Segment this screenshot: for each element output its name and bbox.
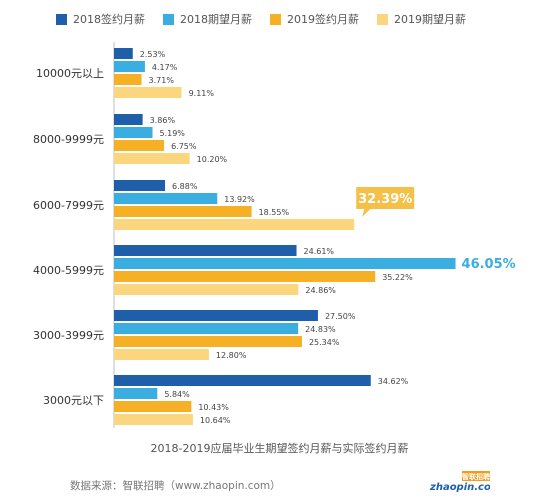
bar — [114, 388, 158, 399]
category-label: 3000-3999元 — [33, 329, 104, 342]
bar — [114, 61, 145, 72]
bar — [114, 349, 209, 360]
value-label: 6.88% — [172, 182, 198, 191]
logo-text: 智联招聘 — [462, 472, 490, 481]
value-label: 3.86% — [150, 116, 176, 125]
value-label: 10.64% — [200, 416, 231, 425]
source-note: 数据来源：智联招聘（www.zhaopin.com） — [70, 480, 281, 492]
legend-swatch — [56, 13, 67, 25]
value-label: 24.61% — [304, 247, 335, 256]
value-label: 2.53% — [140, 50, 166, 59]
bar — [114, 127, 153, 138]
bar — [114, 323, 299, 334]
bar — [114, 414, 193, 425]
legend-swatch — [377, 13, 388, 25]
legend-item: 2018签约月薪 — [56, 11, 145, 27]
value-label: 24.86% — [305, 286, 336, 295]
category-label: 3000元以下 — [43, 394, 104, 407]
value-label: 18.55% — [259, 208, 290, 217]
value-label: 3.71% — [149, 76, 175, 85]
value-label: 10.43% — [198, 403, 229, 412]
value-label: 5.19% — [159, 129, 185, 138]
bar — [114, 219, 355, 230]
callout-bubble — [356, 187, 415, 217]
bar — [114, 180, 166, 191]
value-label: 5.84% — [164, 390, 190, 399]
bar — [114, 206, 252, 217]
bar — [114, 193, 218, 204]
bar — [114, 153, 190, 164]
bar — [114, 140, 165, 151]
legend-item: 2019期望月薪 — [377, 11, 466, 27]
bar — [114, 258, 456, 269]
legend-label: 2018签约月薪 — [73, 13, 145, 26]
bar — [114, 310, 318, 321]
bar — [114, 48, 133, 59]
bar — [114, 245, 297, 256]
bar — [114, 114, 143, 125]
value-label: 12.80% — [216, 351, 247, 360]
zhaopin-logo: 智联招聘 zhaopin.com — [429, 471, 490, 493]
bar — [114, 375, 371, 386]
legend-label: 2019期望月薪 — [394, 13, 466, 26]
bar — [114, 87, 182, 98]
chart-subtitle: 2018-2019应届毕业生期望签约月薪与实际签约月薪 — [150, 442, 409, 455]
legend-label: 2019签约月薪 — [287, 13, 359, 26]
bar — [114, 74, 142, 85]
bar — [114, 271, 376, 282]
category-label: 8000-9999元 — [33, 133, 104, 146]
category-label: 4000-5999元 — [33, 264, 104, 277]
bar — [114, 284, 299, 295]
category-label: 10000元以上 — [36, 67, 104, 80]
logo-subtext: zhaopin.com — [429, 482, 490, 493]
bar — [114, 336, 302, 347]
value-label: 6.75% — [171, 142, 197, 151]
legend-label: 2018期望月薪 — [180, 13, 252, 26]
bar — [114, 401, 192, 412]
value-label: 35.22% — [382, 273, 413, 282]
value-label: 34.62% — [378, 377, 409, 386]
value-label: 13.92% — [224, 195, 255, 204]
legend-item: 2018期望月薪 — [163, 11, 252, 27]
value-label: 10.20% — [197, 155, 228, 164]
value-label: 25.34% — [309, 338, 340, 347]
legend-swatch — [163, 13, 174, 25]
callout-label: 32.39% — [358, 192, 412, 207]
legend-swatch — [270, 13, 281, 25]
value-label: 27.50% — [325, 312, 356, 321]
legend: 2018签约月薪 2018期望月薪 2019签约月薪 2019期望月薪 — [56, 11, 484, 27]
callout-label: 46.05% — [462, 257, 516, 272]
category-label: 6000-7999元 — [33, 199, 104, 212]
value-label: 9.11% — [189, 89, 215, 98]
value-label: 24.83% — [305, 325, 336, 334]
value-label: 4.17% — [152, 63, 178, 72]
legend-item: 2019签约月薪 — [270, 11, 359, 27]
